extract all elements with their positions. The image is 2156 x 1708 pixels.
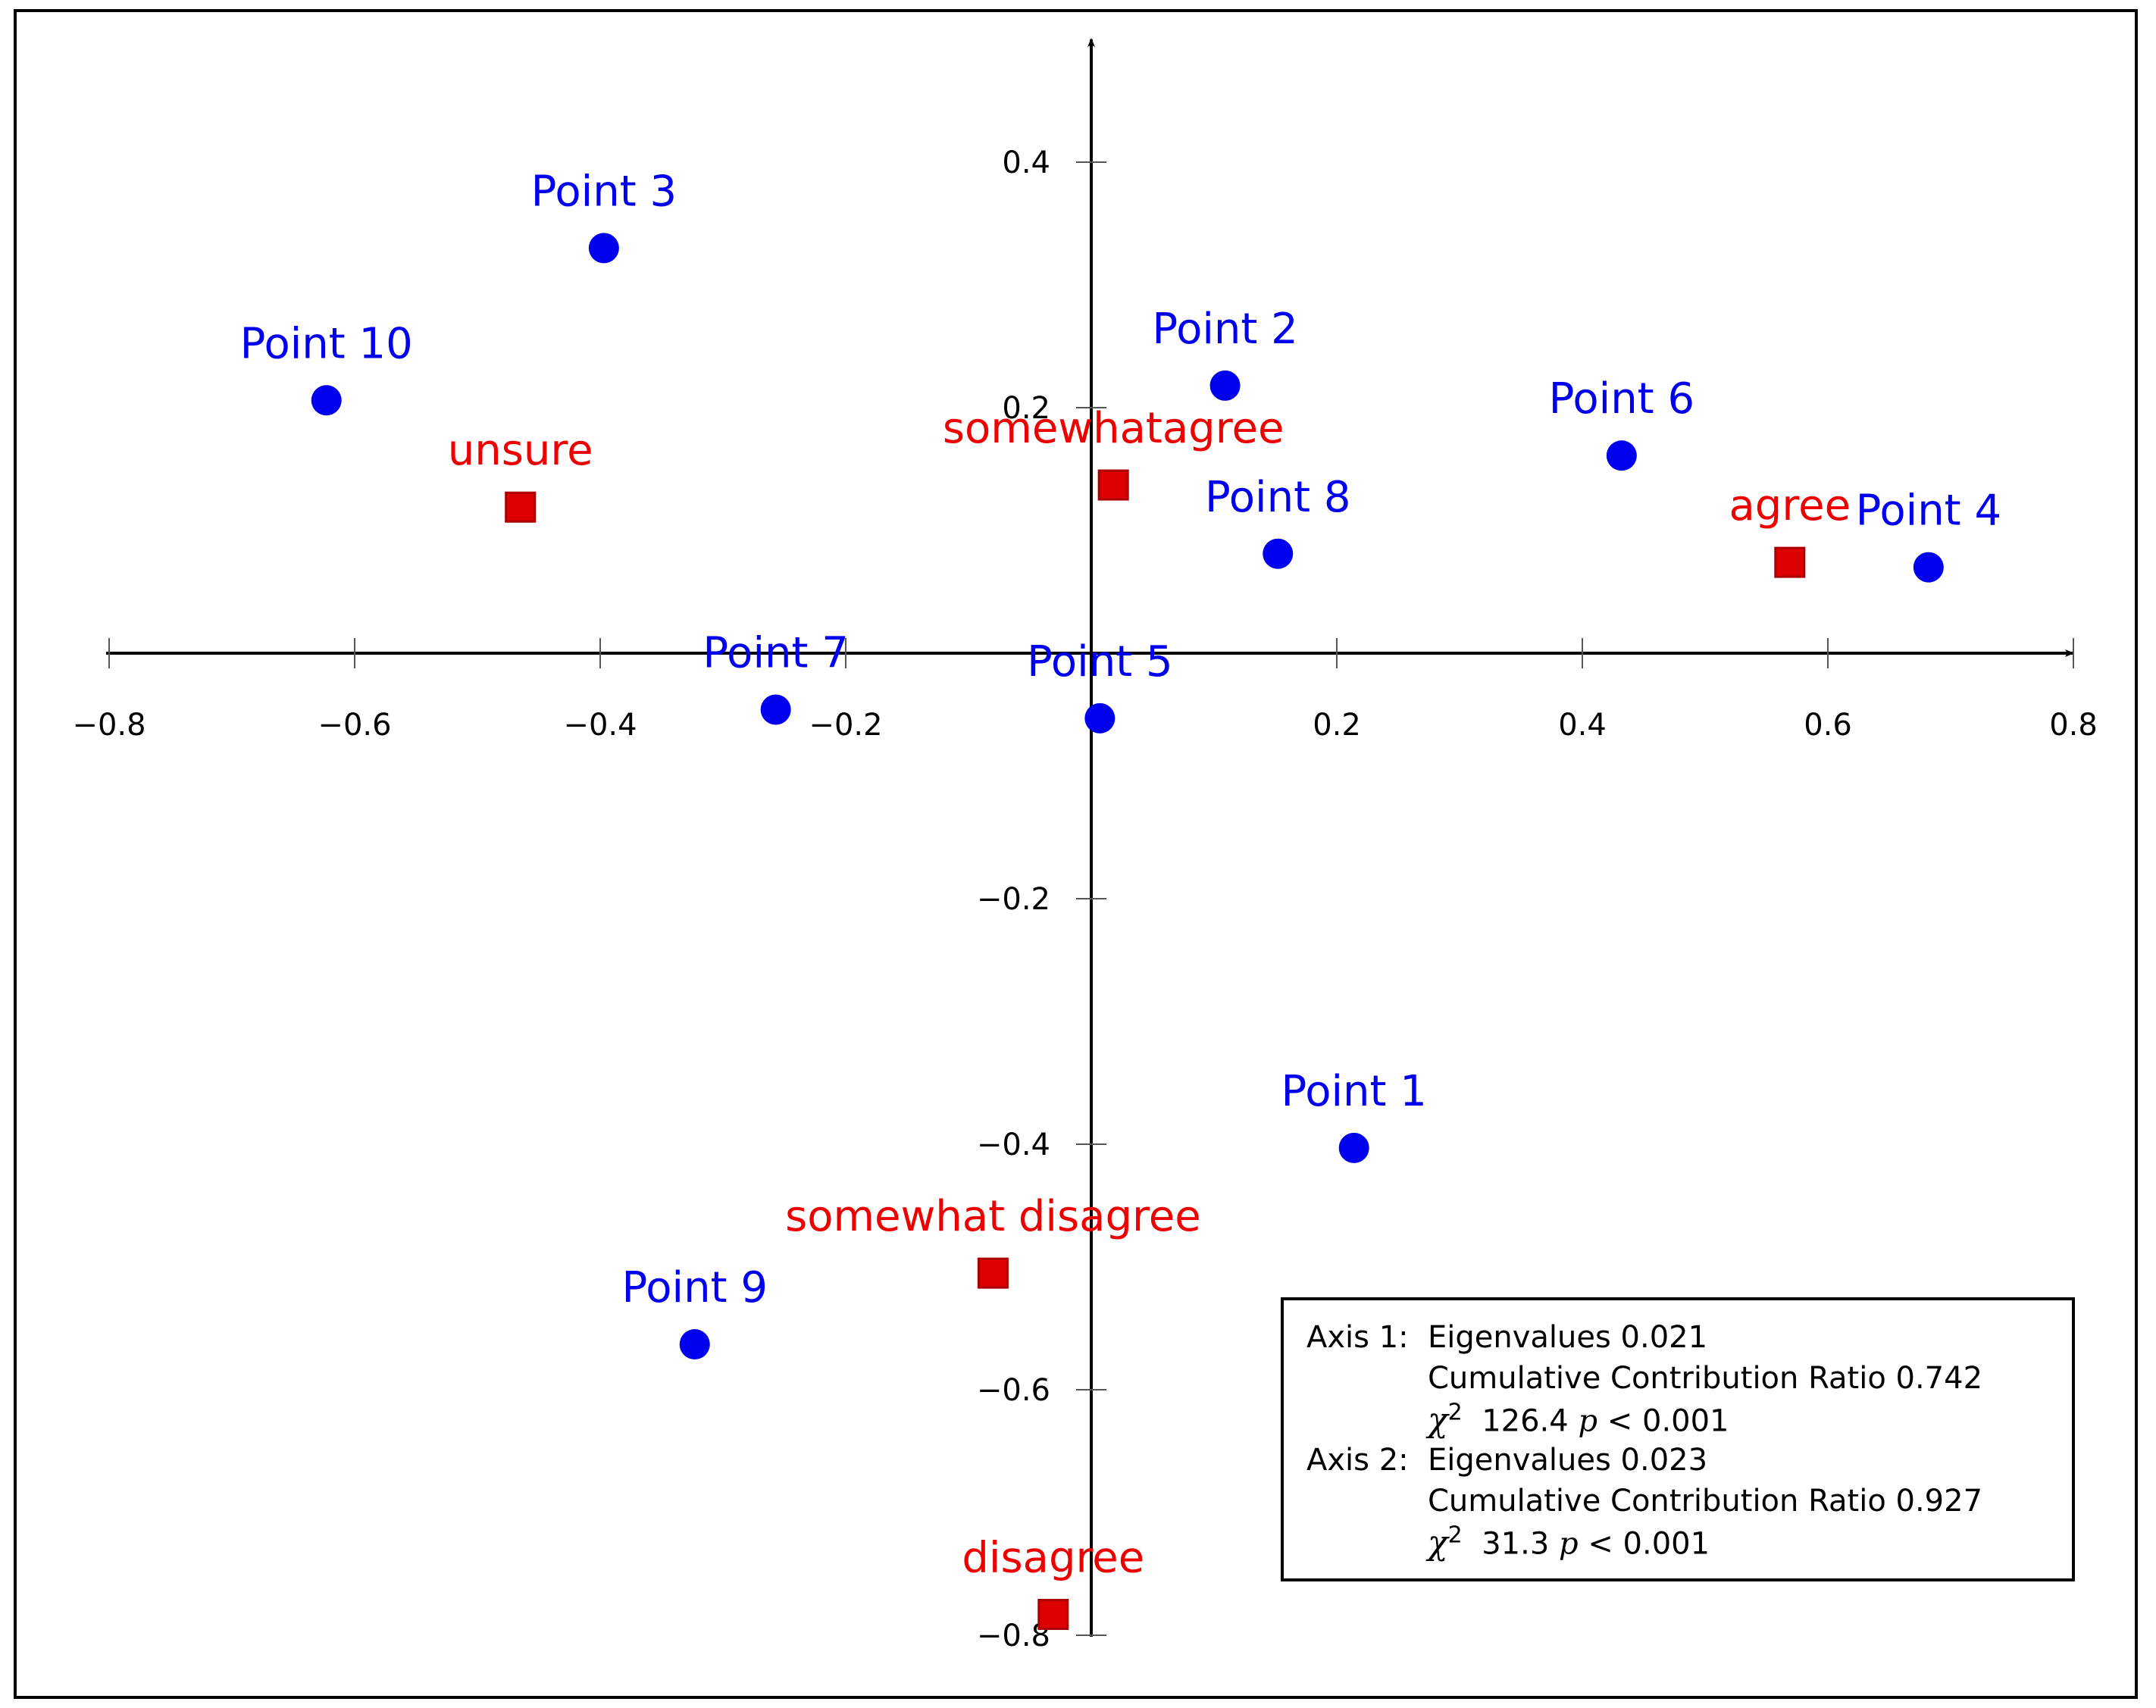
y-tick-label: −0.2 bbox=[977, 882, 1050, 917]
y-tick-label: −0.6 bbox=[977, 1373, 1050, 1408]
axis2-name: Axis 2: bbox=[1306, 1443, 1409, 1478]
point-marker bbox=[1913, 552, 1944, 583]
axis1-p-symbol: p bbox=[1578, 1403, 1598, 1439]
axis2-chi-square: χ2 31.3 p < 0.001 bbox=[1428, 1522, 1710, 1563]
axis2-stats: Axis 2: Eigenvalues 0.023 Cumulative Con… bbox=[1306, 1440, 2072, 1563]
point-label: Point 9 bbox=[621, 1263, 767, 1312]
x-tick-label: 0.6 bbox=[1804, 708, 1852, 743]
axis1-chi-square: χ2 126.4 p < 0.001 bbox=[1428, 1399, 1729, 1440]
x-tick-label: −0.4 bbox=[563, 708, 637, 743]
axis1-eigenvalues: Eigenvalues 0.021 bbox=[1428, 1320, 1708, 1355]
point-marker bbox=[760, 694, 791, 725]
axes bbox=[106, 38, 2074, 1637]
category-label: disagree bbox=[962, 1533, 1144, 1582]
axis2-p-value: < 0.001 bbox=[1588, 1526, 1710, 1562]
x-tick-label: −0.2 bbox=[809, 708, 882, 743]
point-marker bbox=[1084, 702, 1116, 734]
x-tick-label: 0.8 bbox=[2049, 708, 2098, 743]
axis1-chi-value: 126.4 bbox=[1482, 1403, 1569, 1439]
category-marker bbox=[1774, 546, 1806, 578]
y-tick-label: −0.4 bbox=[977, 1128, 1050, 1162]
point-label: Point 8 bbox=[1205, 473, 1350, 522]
axis1-stats: Axis 1: Eigenvalues 0.021 Cumulative Con… bbox=[1306, 1317, 2072, 1440]
x-tick-label: 0.4 bbox=[1558, 708, 1607, 743]
category-marker bbox=[505, 491, 537, 523]
axis2-chi-symbol: χ bbox=[1428, 1523, 1448, 1563]
point-label: Point 2 bbox=[1152, 305, 1297, 354]
point-label: Point 1 bbox=[1281, 1067, 1426, 1116]
x-tick-label: 0.2 bbox=[1313, 708, 1361, 743]
point-label: Point 3 bbox=[531, 167, 677, 216]
y-tick-label: 0.4 bbox=[1002, 145, 1050, 180]
axis2-p-symbol: p bbox=[1558, 1526, 1579, 1562]
axis2-ccr: Cumulative Contribution Ratio 0.927 bbox=[1428, 1484, 1983, 1519]
point-label: Point 10 bbox=[240, 319, 413, 368]
data-marks: Point 1 Point 2 Point 3 Point 4 Point 5 Point… bbox=[240, 167, 2001, 1630]
axis1-name: Axis 1: bbox=[1306, 1320, 1409, 1355]
statistics-box: Axis 1: Eigenvalues 0.021 Cumulative Con… bbox=[1281, 1297, 2075, 1581]
category-label: somewhat disagree bbox=[785, 1192, 1201, 1241]
axis1-chi-exp: 2 bbox=[1447, 1399, 1463, 1426]
point-marker bbox=[1209, 370, 1241, 401]
point-marker bbox=[679, 1329, 710, 1360]
category-marker bbox=[977, 1257, 1009, 1289]
axis2-eigenvalues: Eigenvalues 0.023 bbox=[1428, 1443, 1708, 1478]
category-label: unsure bbox=[448, 426, 593, 475]
axis2-chi-exp: 2 bbox=[1447, 1522, 1463, 1549]
y-tick-label: 0.2 bbox=[1002, 391, 1050, 426]
figure-frame bbox=[14, 9, 2138, 1699]
point-label: Point 6 bbox=[1549, 374, 1694, 424]
axis1-chi-symbol: χ bbox=[1428, 1400, 1448, 1440]
x-tick-label: −0.8 bbox=[72, 708, 146, 743]
x-tick-label: −0.6 bbox=[318, 708, 391, 743]
point-marker bbox=[311, 385, 342, 416]
category-label: agree bbox=[1729, 481, 1851, 530]
point-marker bbox=[1606, 440, 1637, 471]
category-marker bbox=[1097, 469, 1129, 501]
point-label: Point 7 bbox=[702, 629, 848, 678]
axis1-ccr: Cumulative Contribution Ratio 0.742 bbox=[1428, 1361, 1983, 1396]
category-label: somewhatagree bbox=[943, 404, 1285, 453]
category-marker bbox=[1037, 1598, 1069, 1630]
axis2-chi-value: 31.3 bbox=[1482, 1526, 1550, 1562]
point-marker bbox=[1338, 1132, 1369, 1163]
point-label: Point 4 bbox=[1856, 486, 2001, 536]
point-marker bbox=[588, 233, 619, 264]
axis-ticks: −0.8 −0.6 −0.4 −0.2 0.2 0.4 0.6 0.8 0.4 0.2 −0.2 −0… bbox=[72, 145, 2097, 1653]
point-marker bbox=[1263, 538, 1294, 569]
axis1-p-value: < 0.001 bbox=[1607, 1403, 1729, 1439]
point-label: Point 5 bbox=[1027, 637, 1172, 687]
